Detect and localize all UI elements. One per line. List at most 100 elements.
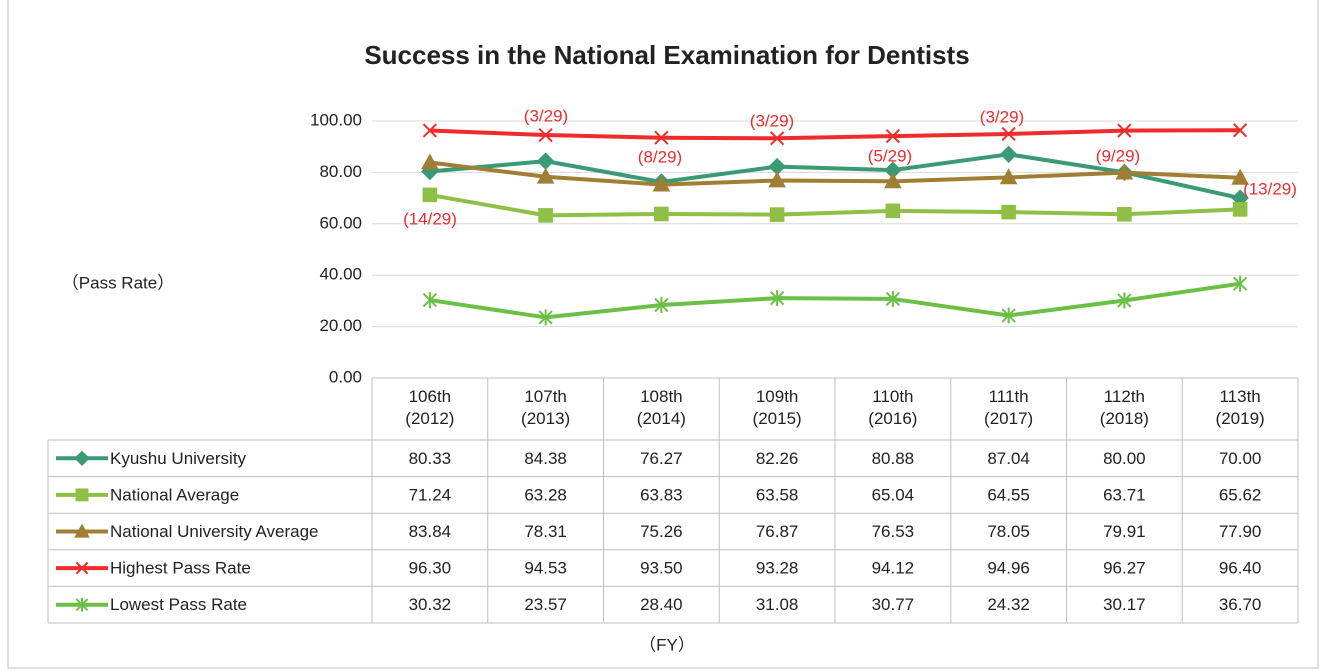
marker [422,123,437,138]
marker [538,208,553,223]
marker [1233,123,1248,138]
marker [884,172,902,189]
x-tick-label-box: 113th (2019) [1216,387,1265,428]
x-tick-label-box: 111th (2017) [984,387,1034,428]
marker [538,309,553,326]
marker [538,127,553,143]
table-value: 84.38 [524,449,567,468]
table-value: 63.58 [756,485,799,504]
annotation: (3/29) [750,111,794,130]
x-tick-label: 110th (2016) [868,387,918,428]
marker-part [1117,123,1132,138]
table-value: 75.26 [640,522,683,541]
table-value: 63.83 [640,485,683,504]
x-tick-label: 111th (2017) [984,387,1034,428]
marker [654,297,669,314]
marker [1001,307,1016,324]
legend-label: Lowest Pass Rate [110,595,247,614]
marker [74,523,90,538]
annotation: (9/29) [1096,146,1140,165]
table-value: 65.04 [872,485,915,504]
marker [536,167,555,184]
table-value: 80.00 [1103,449,1146,468]
table-value: 63.71 [1103,485,1146,504]
marker [652,175,671,192]
marker [1231,168,1249,185]
table-value: 76.27 [640,449,683,468]
x-tick-label: 109th (2015) [752,387,802,428]
table-value: 64.55 [987,485,1030,504]
marker [75,597,89,612]
annotation: (14/29) [403,209,457,228]
x-tick-label-box: 110th (2016) [868,387,918,428]
legend-label: National University Average [110,522,319,541]
marker [768,171,786,188]
table-value: 96.30 [409,559,452,578]
marker-part [75,561,89,575]
y-tick-label: 80.00 [319,162,362,181]
x-tick-label-box: 107th (2013) [521,387,571,428]
marker [422,292,437,309]
table-value: 96.27 [1103,559,1146,578]
marker [999,145,1018,164]
marker [654,206,669,222]
marker-part [422,123,437,138]
annotation: (3/29) [980,107,1024,126]
table-value: 96.40 [1219,559,1262,578]
marker [1232,202,1248,217]
table-value: 28.40 [640,595,683,614]
y-tick-label: 100.00 [310,110,362,129]
table-value: 87.04 [987,449,1030,468]
marker [885,290,900,307]
table-value: 80.88 [872,449,915,468]
y-tick-label: 40.00 [319,265,362,284]
annotation: (13/29) [1243,179,1297,198]
table-value: 31.08 [756,595,799,614]
table-value: 78.05 [987,522,1030,541]
marker [1001,126,1016,142]
x-tick-label-box: 106th (2012) [405,387,455,428]
table-value: 76.87 [756,522,799,541]
table-value: 94.12 [872,559,915,578]
table-value: 76.53 [872,522,915,541]
table-value: 63.28 [524,485,567,504]
y-tick-label: 60.00 [319,213,362,232]
marker [1115,163,1134,180]
table-value: 93.28 [756,559,799,578]
x-tick-label: 112th (2018) [1099,387,1149,428]
table-value: 30.32 [409,595,452,614]
x-tick-label: 107th (2013) [521,387,571,428]
y-tick-label: 0.00 [329,367,362,386]
marker [75,561,89,575]
marker [1117,292,1132,309]
marker [769,207,785,222]
x-tick-label-box: 109th (2015) [752,387,802,428]
table-value: 93.50 [640,559,683,578]
table-value: 80.33 [409,449,452,468]
table-value: 36.70 [1219,595,1262,614]
marker [421,153,439,170]
table-value: 94.53 [524,559,567,578]
marker [654,130,669,145]
legend-label: National Average [110,485,239,504]
marker-part [1233,123,1248,138]
x-tick-label: 106th (2012) [405,387,455,428]
annotation: (8/29) [638,147,682,166]
marker [1117,206,1132,222]
series-line [429,128,1241,141]
table-value: 79.91 [1103,522,1146,541]
marker-part [538,127,553,143]
table-value: 24.32 [987,595,1030,614]
marker [770,290,785,307]
table-value: 78.31 [524,522,567,541]
x-tick-label: 108th (2014) [636,387,686,428]
marker-part [885,129,900,144]
marker-part [1001,126,1016,142]
marker [1233,275,1248,292]
x-tick-label-box: 108th (2014) [636,387,686,428]
marker [770,131,785,146]
marker [75,488,89,502]
y-tick-label: 20.00 [319,316,362,335]
annotation: (5/29) [868,146,912,165]
table-value: 23.57 [524,595,567,614]
